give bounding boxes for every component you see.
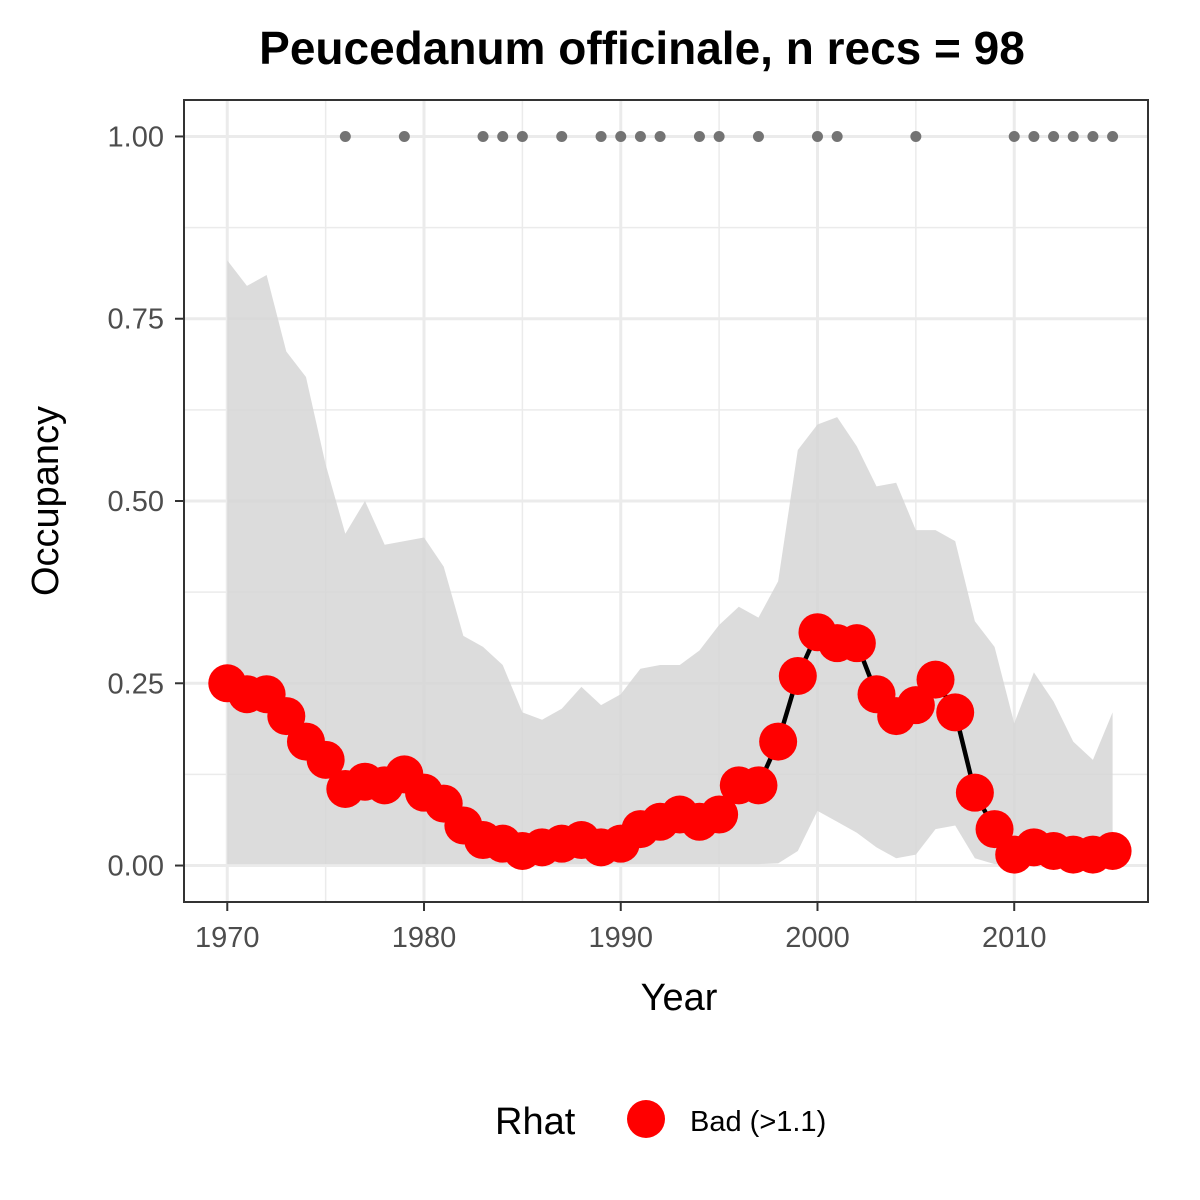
record-dot <box>1107 130 1119 142</box>
y-tick-label: 0.25 <box>108 668 164 700</box>
legend-title: Rhat <box>495 1101 576 1143</box>
data-point <box>759 722 798 761</box>
record-dot <box>497 130 509 142</box>
record-dot <box>516 130 528 142</box>
record-dot <box>398 130 410 142</box>
data-point <box>955 773 994 812</box>
data-point <box>1093 831 1132 870</box>
chart-title: Peucedanum officinale, n recs = 98 <box>259 22 1025 74</box>
legend: Rhat Bad (>1.1) <box>495 1100 826 1143</box>
record-dot <box>693 130 705 142</box>
record-dot <box>831 130 843 142</box>
record-dot <box>634 130 646 142</box>
y-tick-label: 0.00 <box>108 851 164 883</box>
x-tick-label: 2000 <box>785 922 850 954</box>
record-dot <box>615 130 627 142</box>
data-point <box>700 795 739 834</box>
x-tick-label: 1970 <box>195 922 260 954</box>
record-dot <box>910 130 922 142</box>
record-dot <box>713 130 725 142</box>
record-dot <box>339 130 351 142</box>
data-point <box>306 740 345 779</box>
record-dot <box>1048 130 1060 142</box>
record-dot <box>556 130 568 142</box>
record-dot <box>752 130 764 142</box>
y-tick-label: 0.75 <box>108 304 164 336</box>
record-dot <box>1028 130 1040 142</box>
record-dot <box>595 130 607 142</box>
data-point <box>916 660 955 699</box>
legend-label-bad: Bad (>1.1) <box>690 1106 826 1138</box>
record-dot <box>477 130 489 142</box>
record-dot <box>1087 130 1099 142</box>
y-axis: 0.00 0.25 0.50 0.75 1.00 <box>108 121 184 883</box>
x-tick-label: 1980 <box>392 922 457 954</box>
data-point <box>739 766 778 805</box>
x-tick-label: 2010 <box>982 922 1047 954</box>
x-axis-title: Year <box>641 977 718 1019</box>
record-dot <box>1008 130 1020 142</box>
record-dot <box>811 130 823 142</box>
occupancy-points <box>208 613 1132 874</box>
record-dot <box>654 130 666 142</box>
record-dot <box>1067 130 1079 142</box>
data-point <box>778 656 817 695</box>
record-years-dots <box>339 130 1119 142</box>
x-axis: 1970 1980 1990 2000 2010 <box>195 902 1046 954</box>
y-tick-label: 0.50 <box>108 486 164 518</box>
data-point <box>837 624 876 663</box>
y-tick-label: 1.00 <box>108 121 164 153</box>
y-axis-title: Occupancy <box>25 406 67 596</box>
legend-key-bad <box>627 1100 665 1138</box>
x-tick-label: 1990 <box>588 922 653 954</box>
data-point <box>936 693 975 732</box>
